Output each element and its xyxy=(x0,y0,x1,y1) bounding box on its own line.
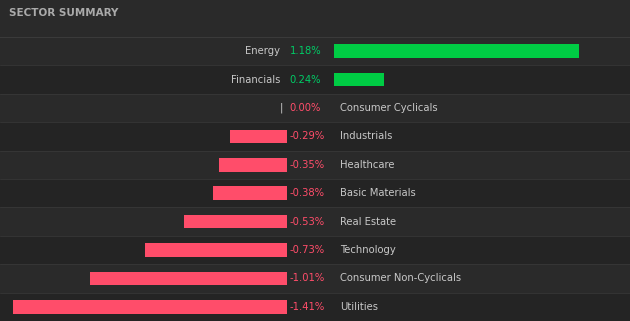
Bar xyxy=(0,94,630,122)
Text: 0.24%: 0.24% xyxy=(290,74,321,84)
Text: Consumer Non-Cyclicals: Consumer Non-Cyclicals xyxy=(340,273,461,283)
Text: -0.35%: -0.35% xyxy=(290,160,325,170)
Bar xyxy=(0,179,630,207)
Bar xyxy=(219,158,287,171)
Text: -0.73%: -0.73% xyxy=(290,245,325,255)
Text: Basic Materials: Basic Materials xyxy=(340,188,416,198)
Text: 1.18%: 1.18% xyxy=(290,46,321,56)
Text: Healthcare: Healthcare xyxy=(340,160,395,170)
Bar xyxy=(334,44,579,58)
Text: Industrials: Industrials xyxy=(340,131,392,141)
Bar xyxy=(0,293,630,321)
Text: -0.53%: -0.53% xyxy=(290,217,325,227)
Bar xyxy=(183,215,287,228)
Bar xyxy=(0,0,630,37)
Bar xyxy=(213,187,287,200)
Bar xyxy=(0,236,630,264)
Bar xyxy=(0,151,630,179)
Text: Technology: Technology xyxy=(340,245,396,255)
Text: Energy: Energy xyxy=(245,46,280,56)
Bar xyxy=(13,300,287,314)
Text: Financials: Financials xyxy=(231,74,280,84)
Text: 0.00%: 0.00% xyxy=(290,103,321,113)
Bar xyxy=(334,73,384,86)
Text: -0.29%: -0.29% xyxy=(290,131,325,141)
Bar xyxy=(145,243,287,257)
Text: Consumer Cyclicals: Consumer Cyclicals xyxy=(340,103,438,113)
Text: -1.01%: -1.01% xyxy=(290,273,325,283)
Text: Real Estate: Real Estate xyxy=(340,217,396,227)
Bar xyxy=(90,272,287,285)
Text: -1.41%: -1.41% xyxy=(290,302,325,312)
Bar xyxy=(231,130,287,143)
Bar xyxy=(0,207,630,236)
Text: Utilities: Utilities xyxy=(340,302,378,312)
Text: |: | xyxy=(280,103,284,113)
Bar xyxy=(0,264,630,293)
Text: -0.38%: -0.38% xyxy=(290,188,325,198)
Bar xyxy=(0,122,630,151)
Bar xyxy=(0,65,630,94)
Bar xyxy=(0,37,630,65)
Text: SECTOR SUMMARY: SECTOR SUMMARY xyxy=(9,8,119,18)
